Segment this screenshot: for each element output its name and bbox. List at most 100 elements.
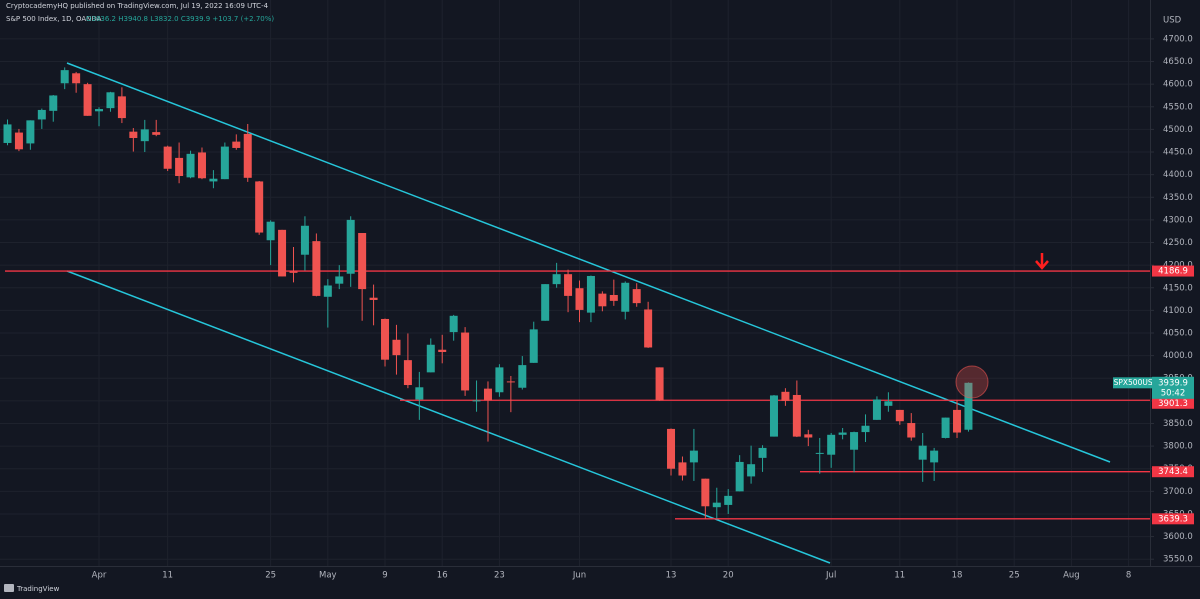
level-label-bg bbox=[1152, 513, 1194, 525]
candle-body bbox=[152, 132, 161, 135]
candle-body bbox=[747, 464, 756, 477]
x-tick-label: 18 bbox=[952, 571, 963, 581]
candle-body bbox=[197, 152, 206, 179]
highlight-circle bbox=[955, 365, 989, 399]
x-tick-label: 8 bbox=[1126, 571, 1131, 581]
y-tick-label: 3600.0 bbox=[1163, 532, 1193, 542]
candle-body bbox=[575, 288, 584, 310]
candle-body bbox=[175, 157, 184, 176]
y-tick-label: 4100.0 bbox=[1163, 306, 1193, 316]
level-label-bg bbox=[1152, 397, 1194, 409]
y-tick-label: 4450.0 bbox=[1163, 148, 1193, 158]
x-tick-label: 9 bbox=[382, 571, 387, 581]
last-price-bg bbox=[1152, 376, 1194, 399]
candle-body bbox=[907, 423, 916, 438]
candle-body bbox=[804, 434, 813, 438]
candle-body bbox=[598, 293, 607, 307]
candle-body bbox=[289, 271, 298, 273]
candle-body bbox=[941, 417, 950, 438]
candle-body bbox=[14, 132, 23, 150]
candle-body bbox=[300, 225, 309, 255]
x-tick-label: 20 bbox=[723, 571, 734, 581]
candle-body bbox=[667, 428, 676, 469]
level-label-bg bbox=[1152, 466, 1194, 478]
candle-body bbox=[678, 462, 687, 476]
footer-logo: TradingView bbox=[16, 585, 60, 593]
candle-body bbox=[655, 367, 664, 401]
last-price-symbol-bg bbox=[1113, 377, 1159, 389]
candle-body bbox=[769, 395, 778, 437]
candle-body bbox=[438, 349, 447, 352]
y-tick-label: 4550.0 bbox=[1163, 102, 1193, 112]
candle-body bbox=[358, 233, 367, 290]
level-label: 4186.9 bbox=[1158, 267, 1188, 277]
candle-body bbox=[781, 391, 790, 401]
candle-body bbox=[872, 399, 881, 420]
candle-body bbox=[621, 282, 630, 312]
candle-body bbox=[140, 129, 149, 142]
candle-body bbox=[346, 219, 355, 274]
candle-body bbox=[632, 289, 641, 304]
x-tick-label: Jul bbox=[825, 571, 836, 581]
candle-body bbox=[449, 315, 458, 333]
candle-body bbox=[861, 425, 870, 433]
candle-body bbox=[426, 344, 435, 373]
level-label: 3639.3 bbox=[1158, 514, 1188, 524]
logo-icon bbox=[4, 584, 14, 592]
candle-body bbox=[106, 92, 115, 109]
x-tick-label: 11 bbox=[162, 571, 173, 581]
y-tick-label: 4150.0 bbox=[1163, 283, 1193, 293]
candle-body bbox=[26, 120, 35, 144]
candle-body bbox=[884, 401, 893, 406]
candle-body bbox=[163, 146, 172, 169]
x-tick-label: 25 bbox=[265, 571, 276, 581]
candle-body bbox=[930, 450, 939, 463]
x-tick-label: Aug bbox=[1063, 571, 1080, 581]
candle-body bbox=[83, 84, 92, 116]
x-tick-label: 16 bbox=[437, 571, 448, 581]
candle-body bbox=[243, 133, 252, 178]
candle-body bbox=[541, 284, 550, 321]
last-price: 3939.9 bbox=[1158, 378, 1188, 388]
candle-body bbox=[953, 409, 962, 433]
candle-body bbox=[72, 73, 81, 84]
candle-body bbox=[37, 109, 46, 120]
candle-body bbox=[850, 432, 859, 450]
y-tick-label: 4500.0 bbox=[1163, 125, 1193, 135]
candle-body bbox=[644, 309, 653, 348]
candle-body bbox=[724, 495, 733, 505]
y-tick-label: 4050.0 bbox=[1163, 328, 1193, 338]
candle-body bbox=[735, 461, 744, 492]
countdown: 50:42 bbox=[1161, 388, 1186, 398]
candle-body bbox=[792, 394, 801, 437]
y-tick-label: 4650.0 bbox=[1163, 57, 1193, 67]
publisher: CryptocademyHQ published on TradingView.… bbox=[6, 2, 269, 10]
candle-body bbox=[472, 400, 481, 402]
y-tick-label: 4400.0 bbox=[1163, 170, 1193, 180]
y-tick-label: 4000.0 bbox=[1163, 351, 1193, 361]
candle-body bbox=[586, 275, 595, 313]
x-tick-label: May bbox=[319, 571, 337, 581]
candles bbox=[3, 67, 973, 519]
candle-body bbox=[415, 387, 424, 400]
axis: 3550.03600.03650.03700.03750.03800.03850… bbox=[92, 34, 1194, 581]
candle-body bbox=[758, 447, 767, 458]
candle-body bbox=[964, 382, 973, 430]
currency: USD bbox=[1163, 16, 1182, 26]
lower-trend-line bbox=[66, 270, 831, 564]
candle-body bbox=[3, 124, 12, 143]
x-tick-label: Apr bbox=[92, 571, 107, 581]
symbol-title: S&P 500 Index, 1D, OANDA bbox=[6, 15, 102, 23]
candle-body bbox=[209, 178, 218, 182]
candle-body bbox=[918, 445, 927, 460]
candle-body bbox=[564, 274, 573, 296]
candle-body bbox=[815, 452, 824, 454]
y-tick-label: 4300.0 bbox=[1163, 215, 1193, 225]
candle-body bbox=[827, 434, 836, 455]
candle-body bbox=[712, 502, 721, 508]
y-tick-label: 4250.0 bbox=[1163, 238, 1193, 248]
candle-body bbox=[369, 297, 378, 300]
candle-body bbox=[403, 360, 412, 386]
